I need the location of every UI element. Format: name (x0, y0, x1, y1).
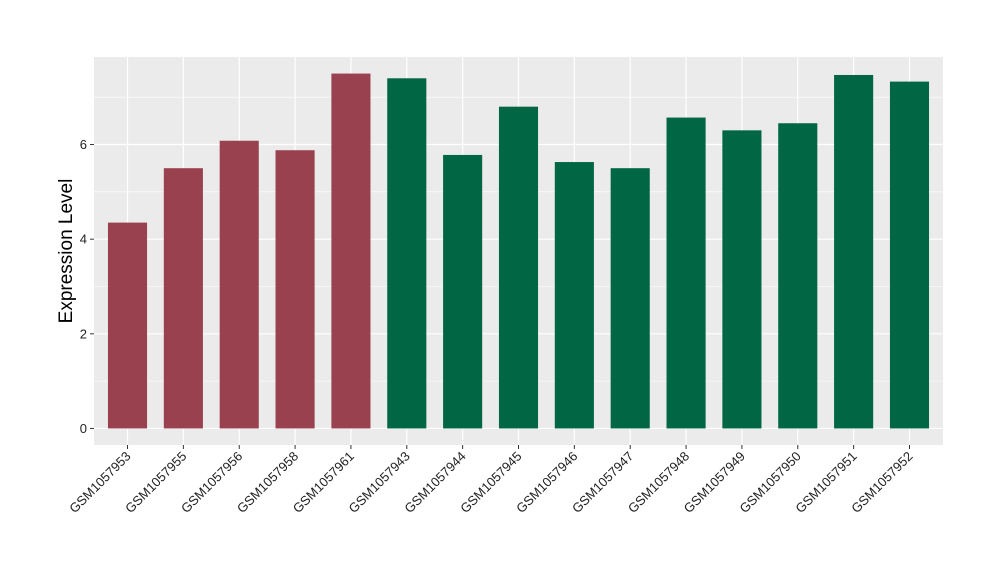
bar (778, 123, 818, 429)
bars (107, 73, 930, 429)
y-tick-label: 2 (80, 326, 87, 341)
bar (219, 140, 259, 429)
x-axis: GSM1057953GSM1057955GSM1057956GSM1057958… (66, 445, 916, 516)
bar (387, 78, 427, 429)
bar (498, 106, 539, 429)
bar (722, 130, 762, 429)
y-axis-title: Expression Level (56, 179, 77, 324)
bar (834, 74, 874, 429)
y-tick-label: 6 (80, 137, 87, 152)
bar (331, 73, 371, 429)
bar (163, 168, 203, 429)
bar (666, 117, 706, 429)
y-axis: 0 2 4 6 (80, 137, 94, 436)
y-tick-label: 4 (80, 232, 87, 247)
y-tick-label: 0 (80, 421, 87, 436)
bar (610, 168, 650, 429)
bar (275, 150, 315, 429)
bar (889, 81, 930, 429)
bar (107, 222, 148, 429)
bar (554, 162, 594, 429)
bar (443, 154, 483, 429)
